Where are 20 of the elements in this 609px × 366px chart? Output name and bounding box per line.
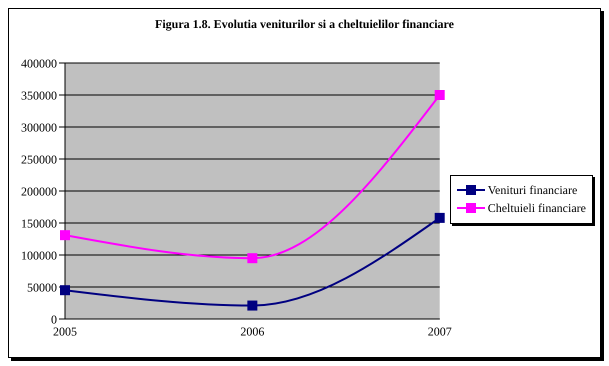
legend-label: Venituri financiare [488,182,578,198]
y-tick-label: 250000 [21,152,57,166]
y-tick-label: 150000 [21,216,57,230]
chart-title: Figura 1.8. Evolutia veniturilor si a cheltuielilor financiare [154,17,455,32]
y-tick-label: 50000 [27,280,57,294]
y-tick-label: 100000 [21,248,57,262]
legend-label: Cheltuieli financiare [488,200,586,216]
y-tick-label: 0 [51,312,57,326]
point [247,253,258,264]
y-tick-label: 300000 [21,120,57,134]
point [247,300,258,311]
y-tick-label: 200000 [21,184,57,198]
y-tick-label: 350000 [21,88,57,102]
point [434,212,445,223]
point [434,90,445,100]
x-tick-label: 2006 [240,324,264,339]
x-tick-label: 2005 [53,324,77,339]
point [60,230,70,240]
x-tick-label: 2007 [428,324,452,339]
y-tick-label: 400000 [21,56,57,70]
